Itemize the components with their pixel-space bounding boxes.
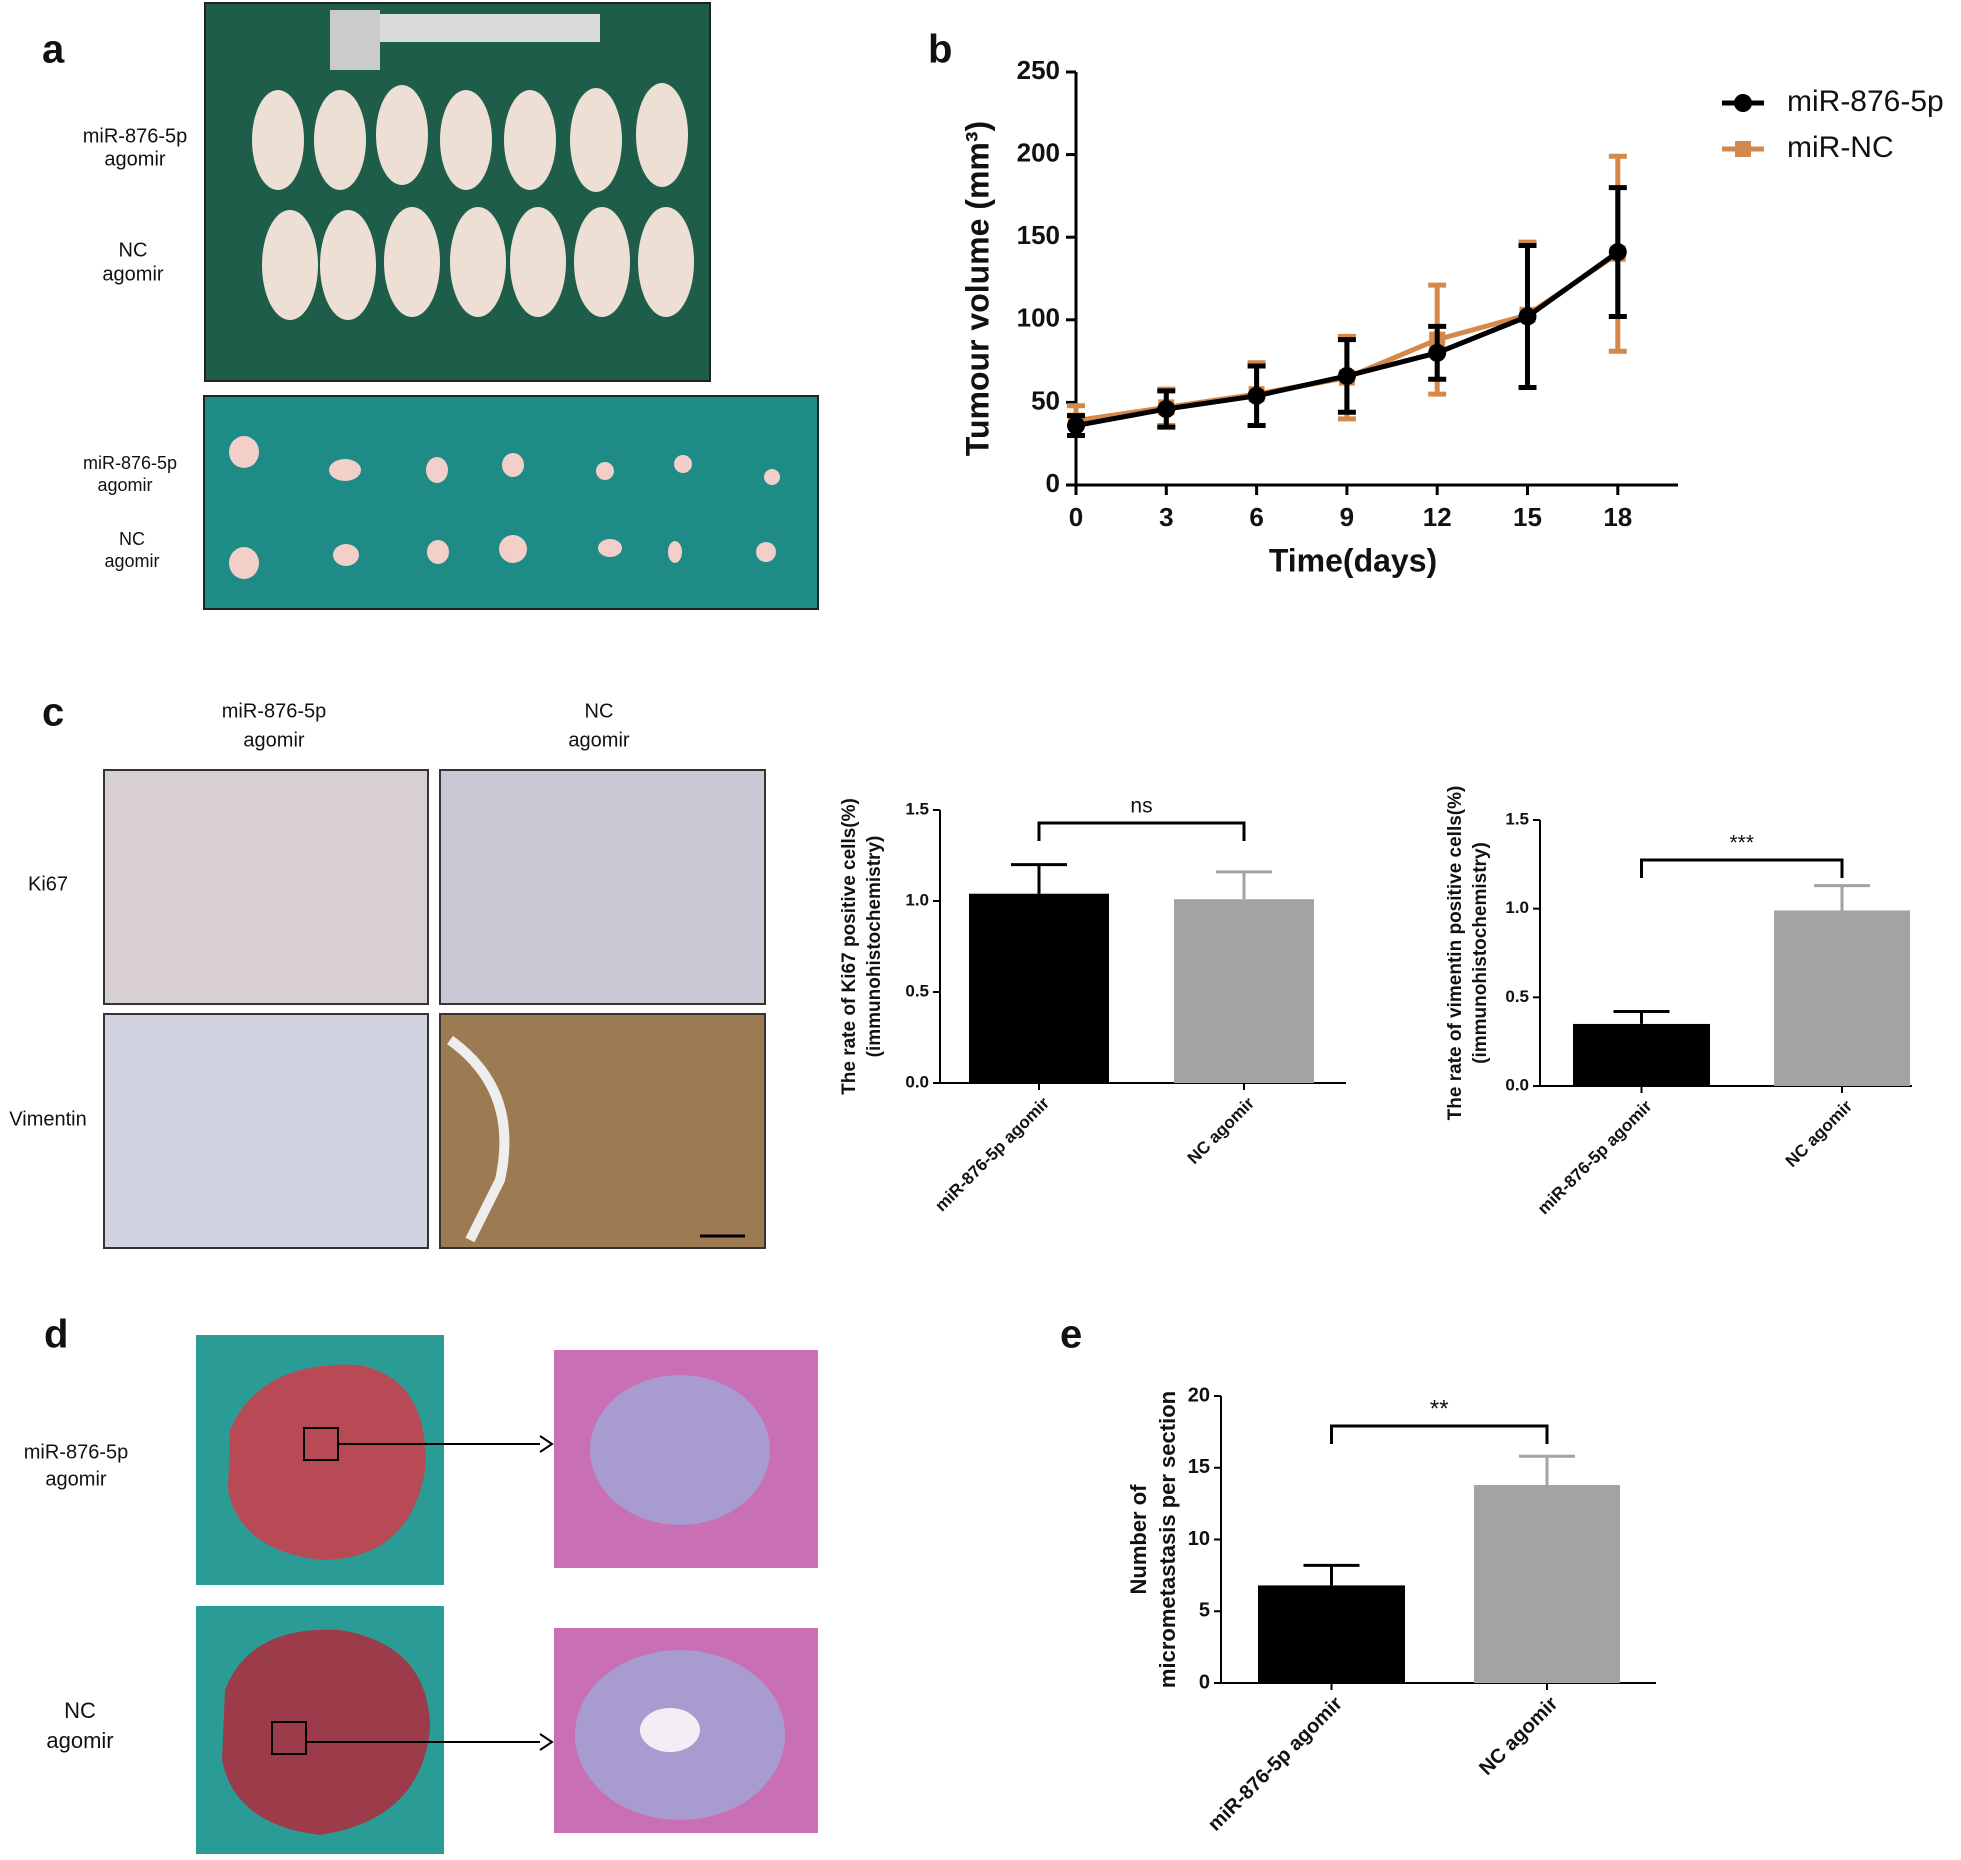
tumour-photo — [203, 395, 819, 610]
row-label: agomir — [104, 551, 159, 571]
y-axis-title: The rate of vimentin positive cells(%) — [1445, 786, 1466, 1121]
x-tick-label: 18 — [1603, 502, 1632, 532]
point — [1067, 416, 1085, 435]
significance-bracket — [1640, 858, 1844, 878]
row-label: agomir — [104, 148, 165, 170]
row-label: Vimentin — [9, 1108, 86, 1130]
y-tick-label: 5 — [1199, 1600, 1210, 1622]
significance-label: ns — [1130, 795, 1152, 818]
row-label: NC — [119, 529, 145, 549]
y-tick-label: 0.0 — [1505, 1075, 1529, 1094]
column-label: NC — [585, 700, 614, 722]
bar — [969, 893, 1109, 1083]
legend-marker — [1735, 141, 1751, 157]
panel-letter: a — [42, 28, 65, 72]
x-tick-label: 3 — [1159, 502, 1173, 532]
error-bar — [1519, 1454, 1575, 1485]
column-label: agomir — [243, 729, 304, 751]
y-tick-label: 0.5 — [905, 981, 929, 1000]
bar — [1774, 910, 1910, 1086]
y-axis-title: (immunohistochemistry) — [864, 836, 885, 1058]
x-tick-label: 15 — [1513, 502, 1542, 532]
y-tick-label: 0.5 — [1505, 987, 1529, 1006]
significance-label: ** — [1430, 1395, 1449, 1422]
y-tick-label: 0.0 — [905, 1072, 929, 1091]
x-tick-label: miR-876-5p agomir — [1534, 1096, 1656, 1218]
error-bar — [1216, 870, 1272, 900]
y-tick-label: 1.5 — [905, 799, 929, 818]
error-bar — [1613, 1010, 1670, 1024]
y-tick-label: 100 — [1017, 303, 1060, 333]
y-tick-label: 20 — [1188, 1384, 1210, 1406]
row-label: agomir — [46, 1728, 113, 1753]
error-bar — [1303, 1563, 1360, 1586]
y-tick-label: 1.0 — [1505, 898, 1529, 917]
x-tick-label: 0 — [1069, 502, 1083, 532]
legend-label: miR-876-5p — [1787, 85, 1944, 118]
error-bar — [1814, 884, 1870, 911]
error-bar — [1011, 863, 1067, 894]
point — [1157, 400, 1176, 419]
y-axis-title: (immunohistochemistry) — [1470, 842, 1491, 1064]
column-label: miR-876-5p — [222, 700, 326, 722]
column-label: agomir — [568, 729, 629, 751]
row-label: agomir — [102, 263, 163, 285]
y-axis-title: Number of — [1126, 1484, 1151, 1595]
mice-photo — [204, 2, 711, 382]
significance-bracket — [1037, 821, 1246, 841]
panel-letter: e — [1060, 1313, 1082, 1357]
row-label: NC — [119, 239, 148, 261]
ihc-images — [103, 769, 766, 1249]
bar — [1573, 1023, 1710, 1086]
x-axis-title: Time(days) — [1269, 542, 1437, 578]
y-tick-label: 250 — [1017, 55, 1060, 85]
panel-letter: c — [42, 691, 64, 735]
y-tick-label: 10 — [1188, 1528, 1210, 1550]
bar — [1258, 1585, 1405, 1683]
x-tick-label: miR-876-5p agomir — [1204, 1693, 1347, 1836]
legend-label: miR-NC — [1787, 131, 1894, 164]
y-tick-label: 50 — [1031, 385, 1060, 415]
significance-bracket — [1330, 1424, 1549, 1444]
x-tick-label: NC agomir — [1782, 1096, 1856, 1170]
bar — [1474, 1484, 1620, 1683]
panel-letter: b — [928, 28, 952, 72]
x-tick-label: 12 — [1423, 502, 1452, 532]
y-tick-label: 150 — [1017, 220, 1060, 250]
row-label: miR-876-5p — [83, 125, 187, 147]
x-tick-label: 6 — [1249, 502, 1263, 532]
point — [1337, 366, 1356, 385]
y-tick-label: 15 — [1188, 1456, 1210, 1478]
y-tick-label: 1.0 — [905, 890, 929, 909]
x-tick-label: NC agomir — [1184, 1093, 1258, 1167]
point — [1428, 343, 1447, 362]
legend-marker — [1734, 94, 1752, 112]
x-tick-label: miR-876-5p agomir — [931, 1093, 1053, 1215]
y-tick-label: 1.5 — [1505, 809, 1529, 828]
row-label: NC — [64, 1698, 96, 1723]
x-tick-label: 9 — [1340, 502, 1354, 532]
row-label: miR-876-5p — [24, 1441, 128, 1463]
row-label: agomir — [97, 475, 152, 495]
significance-label: *** — [1729, 832, 1754, 855]
x-tick-label: NC agomir — [1475, 1693, 1562, 1780]
row-label: Ki67 — [28, 873, 68, 895]
y-axis-title: Tumour volume (mm³) — [959, 121, 995, 456]
point — [1247, 386, 1266, 405]
y-axis-title: micrometastasis per section — [1155, 1391, 1180, 1688]
point — [1608, 243, 1627, 262]
liver-images — [196, 1335, 818, 1854]
point — [1518, 307, 1537, 326]
row-label: miR-876-5p — [83, 453, 177, 473]
panel-letter: d — [44, 1313, 68, 1357]
y-tick-label: 200 — [1017, 137, 1060, 167]
y-axis-title: The rate of Ki67 positive cells(%) — [839, 798, 860, 1095]
bar — [1174, 899, 1314, 1083]
y-tick-label: 0 — [1046, 468, 1060, 498]
row-label: agomir — [45, 1468, 106, 1490]
y-tick-label: 0 — [1199, 1671, 1210, 1693]
